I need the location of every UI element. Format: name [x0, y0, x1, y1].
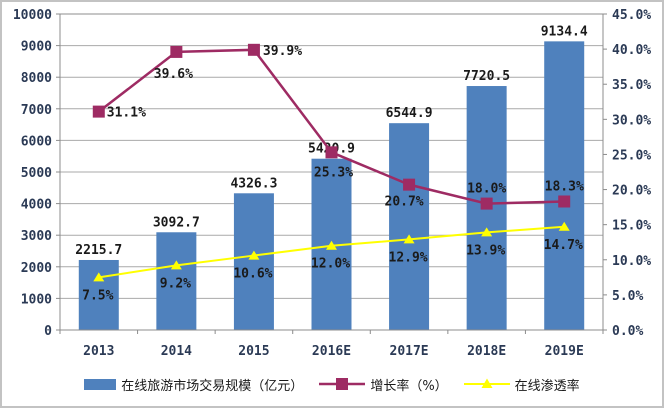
bar-value-label-2013: 2215.7 — [75, 243, 122, 258]
right-axis-label-0.0%: 0.0% — [612, 324, 643, 339]
left-axis-label-2000: 2000 — [21, 261, 52, 276]
bar-2019E — [544, 41, 585, 330]
left-axis-label-3000: 3000 — [21, 229, 52, 244]
penetration-marker-2017E — [403, 234, 415, 244]
bar-series-swatch-icon — [84, 378, 117, 390]
right-axis-label-15.0%: 15.0% — [612, 219, 651, 234]
penetration-marker-2015 — [248, 250, 260, 260]
growth-marker-2018E — [480, 197, 493, 210]
x-axis-label-2014: 2014 — [161, 344, 192, 359]
legend: 在线旅游市场交易规模（亿元） 增长率（%） 在线渗透率 — [0, 371, 664, 397]
x-axis-label-2017E: 2017E — [390, 344, 429, 359]
penetration-marker-2018E — [481, 227, 493, 237]
growth-value-label-2018E: 18.0% — [467, 182, 506, 197]
growth-value-label-2014: 39.6% — [154, 67, 193, 82]
growth-marker-2013 — [92, 105, 105, 118]
right-axis-label-35.0%: 35.0% — [612, 78, 651, 93]
legend-item-penetration-rate: 在线渗透率 — [463, 375, 580, 394]
growth-marker-2019E — [558, 195, 571, 208]
left-axis-label-10000: 10000 — [13, 8, 52, 23]
penetration-value-label-2018E: 13.9% — [466, 243, 505, 258]
left-axis-label-1000: 1000 — [21, 292, 52, 307]
bar-value-label-2019E: 9134.4 — [541, 24, 588, 39]
bar-2017E — [389, 123, 430, 331]
x-axis-label-2018E: 2018E — [467, 344, 506, 359]
bar-value-label-2014: 3092.7 — [153, 215, 200, 230]
bar-2015 — [233, 193, 274, 330]
growth-value-label-2019E: 18.3% — [545, 179, 584, 194]
growth-value-label-2017E: 20.7% — [385, 195, 424, 210]
growth-value-label-2015: 39.9% — [263, 44, 302, 59]
penetration-marker-2014 — [170, 260, 182, 270]
growth-marker-2016E — [325, 146, 338, 159]
growth-line-swatch-icon — [319, 378, 366, 390]
left-axis-label-8000: 8000 — [21, 71, 52, 86]
penetration-marker-2013 — [93, 272, 105, 282]
legend-label-growth-rate: 增长率（%） — [370, 378, 448, 394]
growth-value-label-2016E: 25.3% — [314, 165, 353, 180]
x-axis-label-2015: 2015 — [238, 344, 269, 359]
growth-value-label-2013: 31.1% — [107, 106, 146, 121]
bar-value-label-2018E: 7720.5 — [463, 69, 510, 84]
penetration-marker-2019E — [558, 221, 570, 231]
right-axis-label-10.0%: 10.0% — [612, 254, 651, 269]
penetration-value-label-2015: 10.6% — [233, 267, 272, 282]
penetration-line-swatch-icon — [463, 378, 510, 388]
left-axis-label-5000: 5000 — [21, 166, 52, 181]
growth-swatch-marker — [336, 378, 349, 390]
left-axis-label-4000: 4000 — [21, 198, 52, 213]
penetration-value-label-2013: 7.5% — [82, 288, 113, 303]
right-axis-label-40.0%: 40.0% — [612, 43, 651, 58]
x-axis-label-2016E: 2016E — [312, 344, 351, 359]
bar-2014 — [156, 232, 197, 330]
growth-marker-2017E — [403, 178, 416, 191]
bar-value-label-2015: 4326.3 — [230, 176, 277, 191]
left-axis-label-6000: 6000 — [21, 134, 52, 149]
legend-item-market-scale: 在线旅游市场交易规模（亿元） — [84, 375, 303, 394]
penetration-value-label-2016E: 12.0% — [311, 257, 350, 272]
right-axis-label-5.0%: 5.0% — [612, 289, 643, 304]
bar-value-label-2017E: 6544.9 — [386, 106, 433, 121]
right-axis-label-20.0%: 20.0% — [612, 184, 651, 199]
left-axis-label-7000: 7000 — [21, 103, 52, 118]
left-axis-label-0: 0 — [44, 324, 52, 339]
right-axis-label-45.0%: 45.0% — [612, 8, 651, 23]
growth-marker-2014 — [170, 45, 183, 58]
right-axis-label-25.0%: 25.0% — [612, 148, 651, 163]
penetration-marker-2016E — [326, 240, 337, 250]
legend-label-penetration-rate: 在线渗透率 — [514, 378, 580, 394]
right-axis-label-30.0%: 30.0% — [612, 113, 651, 128]
growth-marker-2015 — [247, 43, 260, 56]
x-axis-label-2013: 2013 — [83, 344, 114, 359]
penetration-value-label-2014: 9.2% — [160, 276, 191, 291]
penetration-value-label-2017E: 12.9% — [389, 250, 428, 265]
penetration-swatch-marker — [481, 378, 493, 388]
bar-2013 — [78, 259, 119, 330]
penetration-value-label-2019E: 14.7% — [544, 238, 583, 253]
left-axis-label-9000: 9000 — [21, 40, 52, 55]
x-axis-label-2019E: 2019E — [545, 344, 584, 359]
legend-label-market-scale: 在线旅游市场交易规模（亿元） — [121, 378, 304, 394]
legend-item-growth-rate: 增长率（%） — [319, 375, 448, 394]
